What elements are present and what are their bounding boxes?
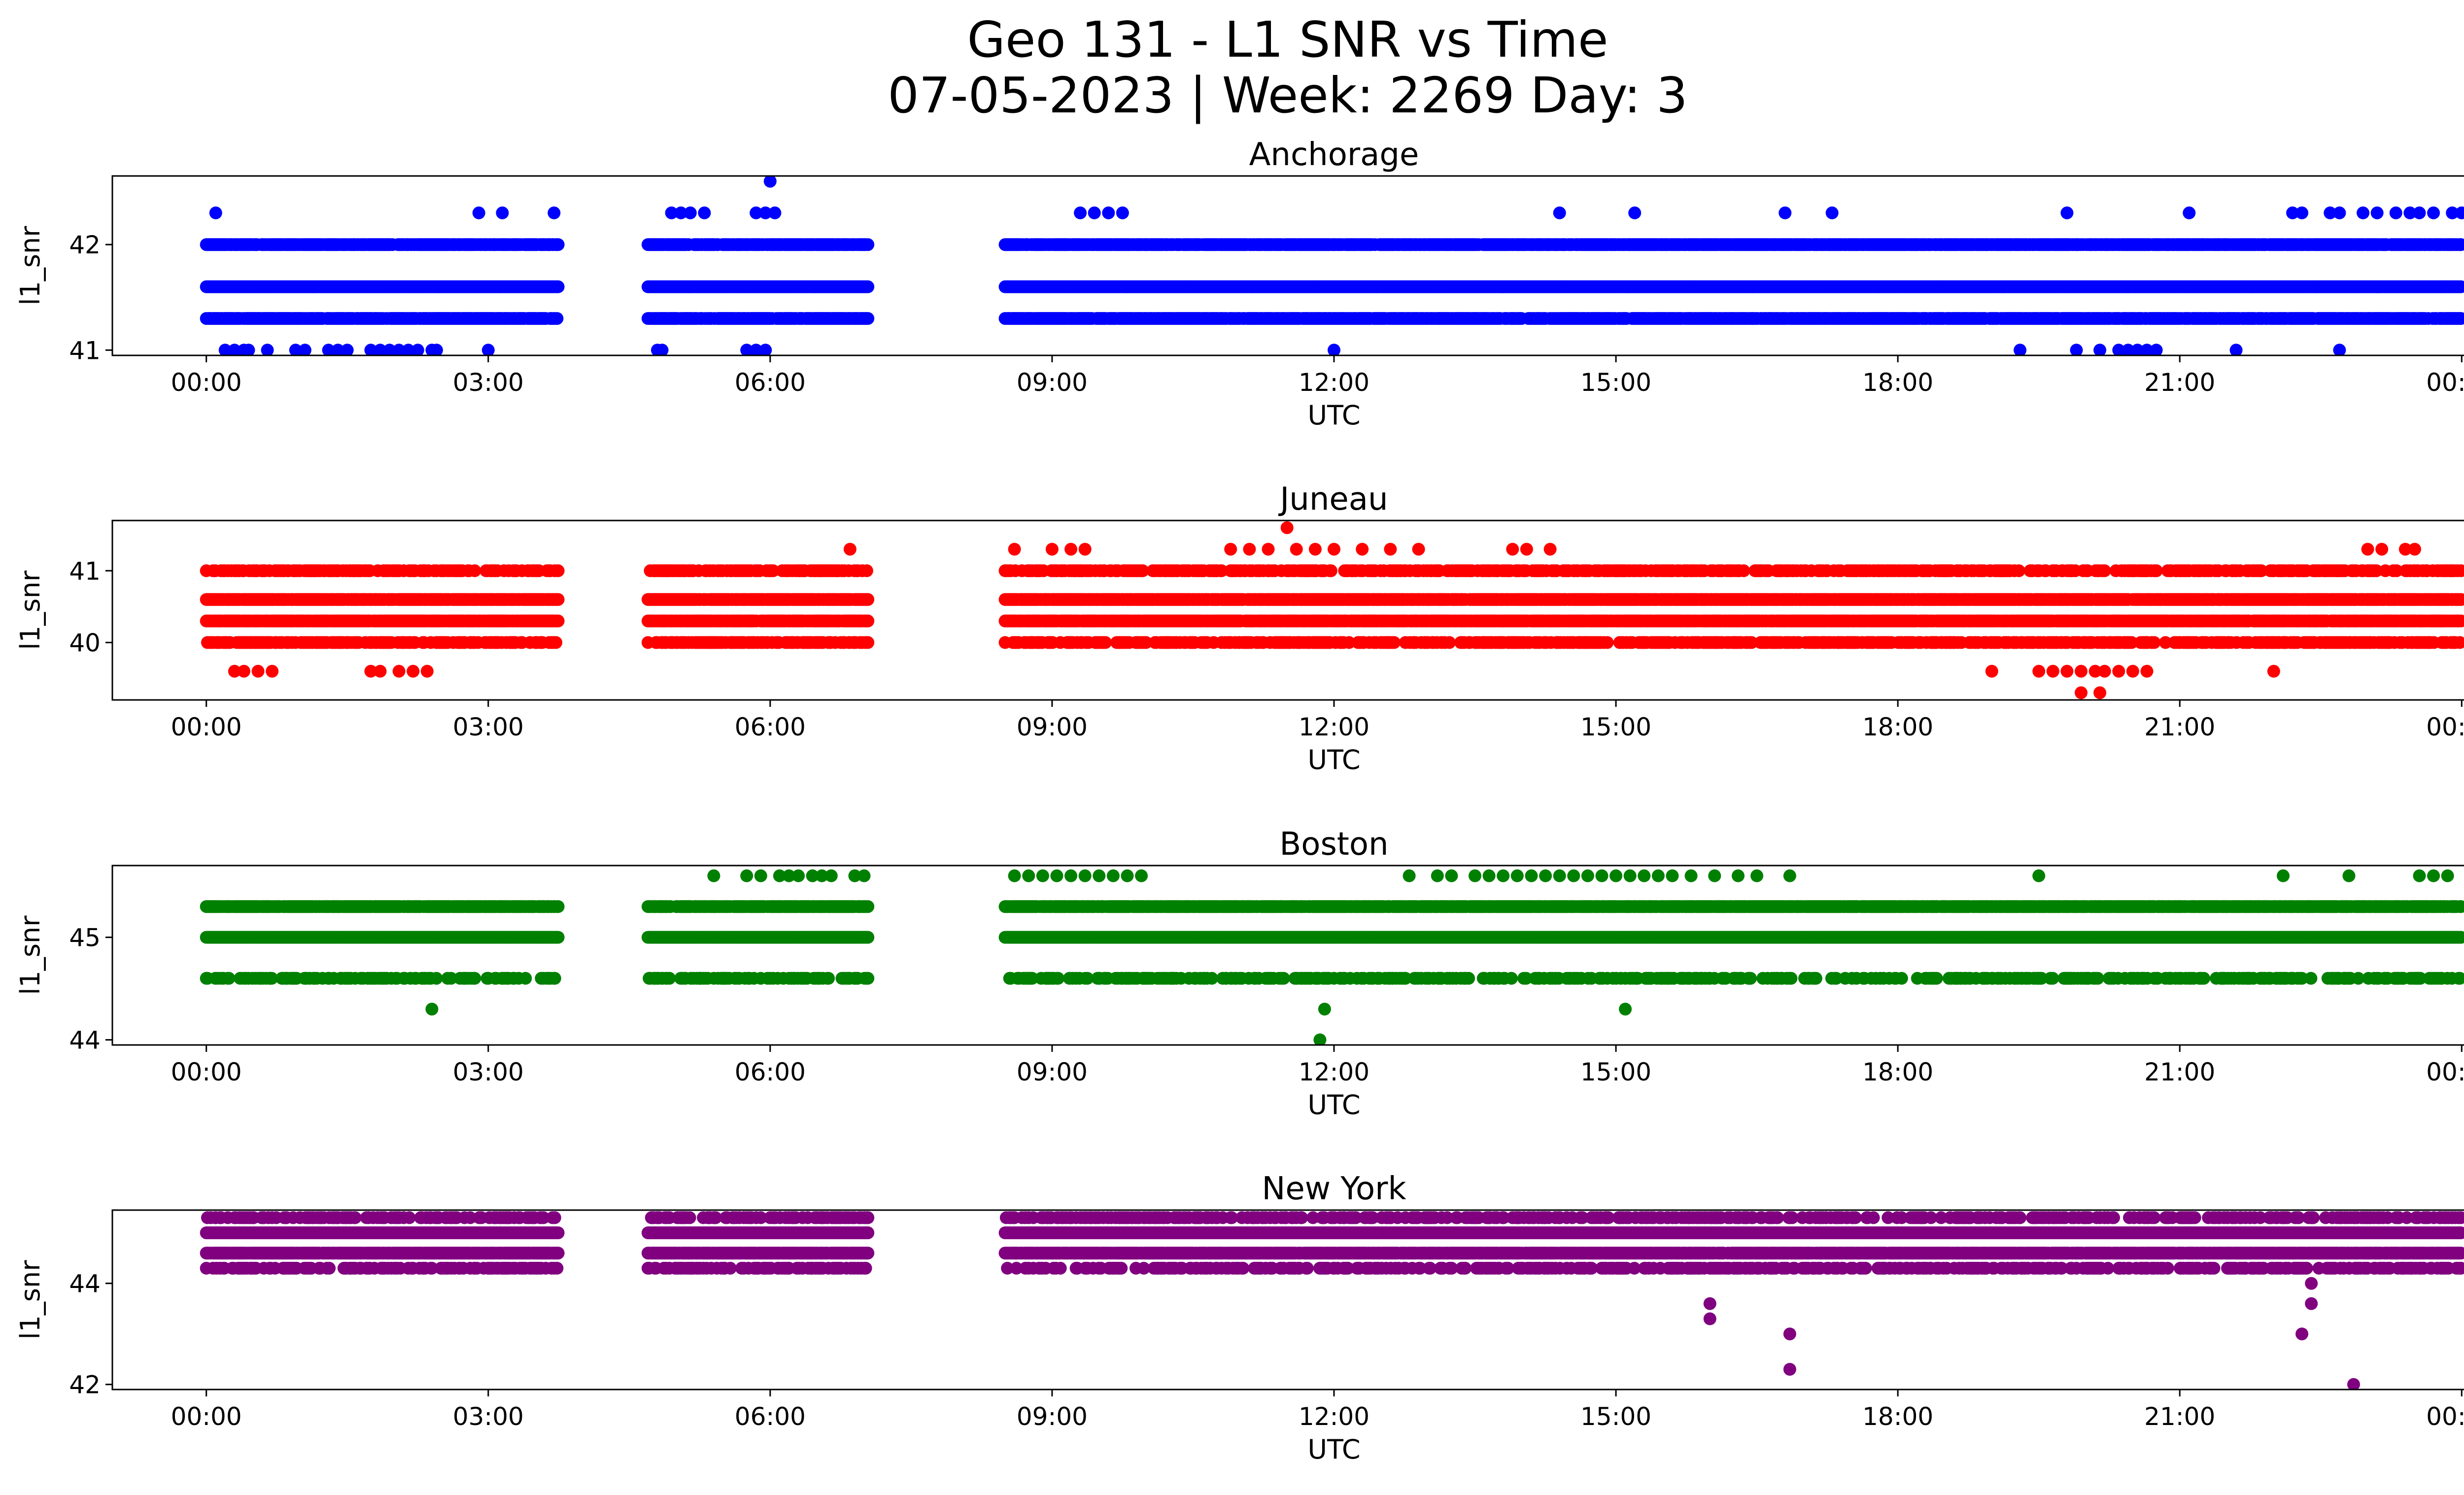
x-tick-label: 00:00: [171, 368, 242, 397]
data-point: [242, 344, 255, 355]
data-point: [861, 312, 875, 325]
x-tick-label: 09:00: [1017, 368, 1088, 397]
x-tick-label: 15:00: [1580, 368, 1651, 397]
data-point: [2183, 206, 2196, 219]
data-point: [1553, 206, 1566, 219]
data-point: [551, 280, 565, 293]
data-point: [2357, 206, 2370, 219]
data-point: [2333, 206, 2346, 219]
subplot-title: Juneau: [1278, 481, 1388, 518]
data-point: [2093, 344, 2107, 355]
data-point: [1116, 206, 1129, 219]
y-axis-label: l1_snr: [15, 226, 46, 306]
data-point: [298, 344, 311, 355]
data-point: [551, 238, 565, 251]
data-point: [481, 344, 495, 355]
data-point: [2060, 206, 2074, 219]
data-point: [698, 206, 711, 219]
data-point: [261, 344, 274, 355]
data-point: [341, 344, 354, 355]
y-tick-label: 41: [69, 336, 101, 365]
data-point: [2295, 206, 2309, 219]
data-point: [1074, 206, 1087, 219]
subplot-grid: Anchorage 00:00 03:00 06:00 09:00 12:00 15:00 1…: [15, 137, 2464, 1465]
data-point: [2454, 238, 2464, 251]
data-point: [2070, 344, 2083, 355]
data-point: [209, 206, 222, 219]
data-point: [430, 344, 443, 355]
x-tick-label: 00:00: [2426, 368, 2464, 397]
data-point: [2150, 344, 2163, 355]
data-point: [472, 206, 485, 219]
x-tick-label: 18:00: [1862, 368, 1933, 397]
data-point: [768, 206, 782, 219]
data-point: [496, 206, 509, 219]
data-point: [411, 344, 424, 355]
x-tick-label: 12:00: [1299, 368, 1369, 397]
data-point: [2014, 344, 2027, 355]
data-point: [550, 312, 564, 325]
data-point: [861, 280, 875, 293]
data-point: [861, 238, 875, 251]
data-point: [2333, 344, 2346, 355]
data-point: [2370, 206, 2384, 219]
data-point: [2427, 206, 2440, 219]
subplot-title: Anchorage: [1249, 137, 1419, 173]
scatter-series: [200, 521, 2464, 699]
figure-title-line2: 07-05-2023 | Week: 2269 Day: 3: [888, 67, 1687, 124]
data-point: [1102, 206, 1115, 219]
data-point: [1779, 206, 1792, 219]
data-point: [548, 206, 561, 219]
data-point: [684, 206, 697, 219]
y-tick-label: 42: [69, 231, 101, 259]
x-axis-label: UTC: [1307, 400, 1360, 431]
data-point: [763, 176, 777, 188]
data-point: [1825, 206, 1839, 219]
data-point: [1328, 344, 1340, 355]
data-point: [2413, 206, 2426, 219]
scatter-series: [200, 176, 2464, 355]
axes-frame: [111, 175, 2464, 356]
x-tick-label: 03:00: [453, 368, 524, 397]
subplot-0: Anchorage 00:00 03:00 06:00 09:00 12:00 15:00 1…: [15, 137, 2464, 431]
data-point: [2389, 206, 2402, 219]
data-point: [2229, 344, 2243, 355]
data-point: [1088, 206, 1101, 219]
x-tick-label: 21:00: [2144, 368, 2215, 397]
x-tick-label: 06:00: [735, 368, 806, 397]
data-point: [759, 344, 772, 355]
figure-title-line1: Geo 131 - L1 SNR vs Time: [967, 11, 1608, 69]
data-point: [655, 344, 669, 355]
data-point: [1628, 206, 1642, 219]
